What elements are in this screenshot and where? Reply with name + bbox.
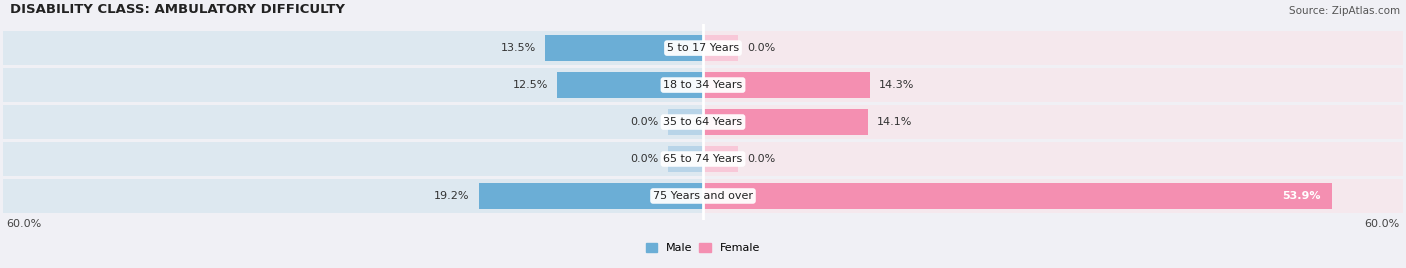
Bar [703,109,868,135]
Text: 35 to 64 Years: 35 to 64 Years [664,117,742,127]
Bar [3,31,703,65]
Text: 0.0%: 0.0% [748,154,776,164]
Bar [668,109,703,135]
Bar [557,72,703,98]
Bar [703,179,1403,213]
Bar [703,146,738,172]
Bar [3,142,703,176]
Bar [668,146,703,172]
Bar [703,72,870,98]
Text: 0.0%: 0.0% [630,154,658,164]
Bar [3,105,703,139]
Text: 5 to 17 Years: 5 to 17 Years [666,43,740,53]
Text: 60.0%: 60.0% [6,219,42,229]
Text: 18 to 34 Years: 18 to 34 Years [664,80,742,90]
Bar [546,35,703,61]
Bar [703,105,1403,139]
Bar [703,68,1403,102]
Text: 19.2%: 19.2% [434,191,470,201]
Text: 0.0%: 0.0% [630,117,658,127]
Bar [703,109,738,135]
Text: 65 to 74 Years: 65 to 74 Years [664,154,742,164]
Bar [3,68,703,102]
Bar [703,183,738,209]
Text: 13.5%: 13.5% [501,43,536,53]
Bar [668,35,703,61]
Bar [703,183,1331,209]
Bar [703,31,1403,65]
Text: 60.0%: 60.0% [1364,219,1400,229]
Text: 53.9%: 53.9% [1282,191,1320,201]
Legend: Male, Female: Male, Female [641,238,765,258]
Bar [703,35,738,61]
Text: DISABILITY CLASS: AMBULATORY DIFFICULTY: DISABILITY CLASS: AMBULATORY DIFFICULTY [10,3,344,16]
Text: Source: ZipAtlas.com: Source: ZipAtlas.com [1289,6,1400,16]
Bar [3,179,703,213]
Text: 75 Years and over: 75 Years and over [652,191,754,201]
Bar [668,183,703,209]
Bar [703,142,1403,176]
Text: 14.1%: 14.1% [877,117,912,127]
Bar [703,72,738,98]
Text: 0.0%: 0.0% [748,43,776,53]
Text: 12.5%: 12.5% [512,80,548,90]
Text: 14.3%: 14.3% [879,80,914,90]
Bar [479,183,703,209]
Bar [668,72,703,98]
